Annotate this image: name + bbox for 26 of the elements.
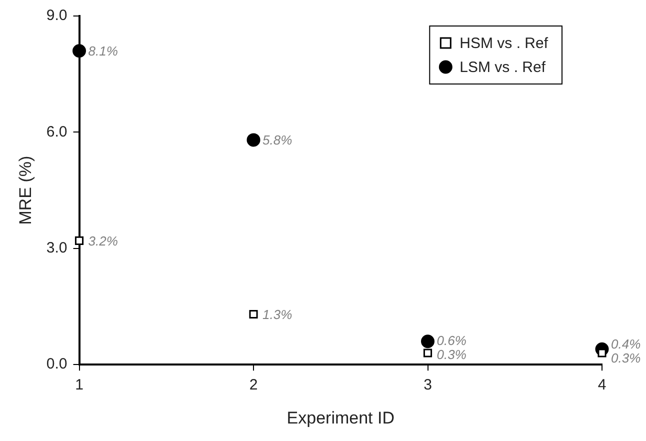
point (423, 348, 432, 358)
data-label: 3.2% (88, 233, 118, 248)
legend-label: LSM vs . Ref (460, 59, 546, 76)
y-axis-title: MRE (%) (16, 156, 35, 225)
data-label: 0.3% (436, 346, 466, 362)
data-label: 5.8% (262, 132, 292, 148)
legend-label: HSM vs . Ref (460, 35, 549, 52)
point (421, 334, 434, 348)
data-label: 0.4% (611, 336, 641, 352)
x-tick-label: 4 (598, 376, 606, 394)
x-axis-title: Experiment ID (286, 408, 394, 428)
point (246, 133, 260, 147)
y-tick-label: 3.0 (46, 240, 68, 257)
x-tick-label: 2 (249, 376, 258, 394)
data-label: 1.3% (262, 306, 292, 322)
point (249, 310, 258, 319)
y-tick-label: 6.0 (46, 123, 68, 140)
x-tick-label: 1 (75, 376, 84, 394)
y-tick-label: 0.0 (46, 356, 68, 373)
y-tick-label: 9.0 (46, 7, 68, 24)
x-tick-label: 3 (424, 376, 432, 394)
point (72, 44, 86, 58)
point (74, 236, 84, 245)
data-label: 0.6% (436, 332, 466, 348)
data-label: 0.3% (611, 350, 641, 366)
data-label: 8.1% (88, 43, 118, 58)
